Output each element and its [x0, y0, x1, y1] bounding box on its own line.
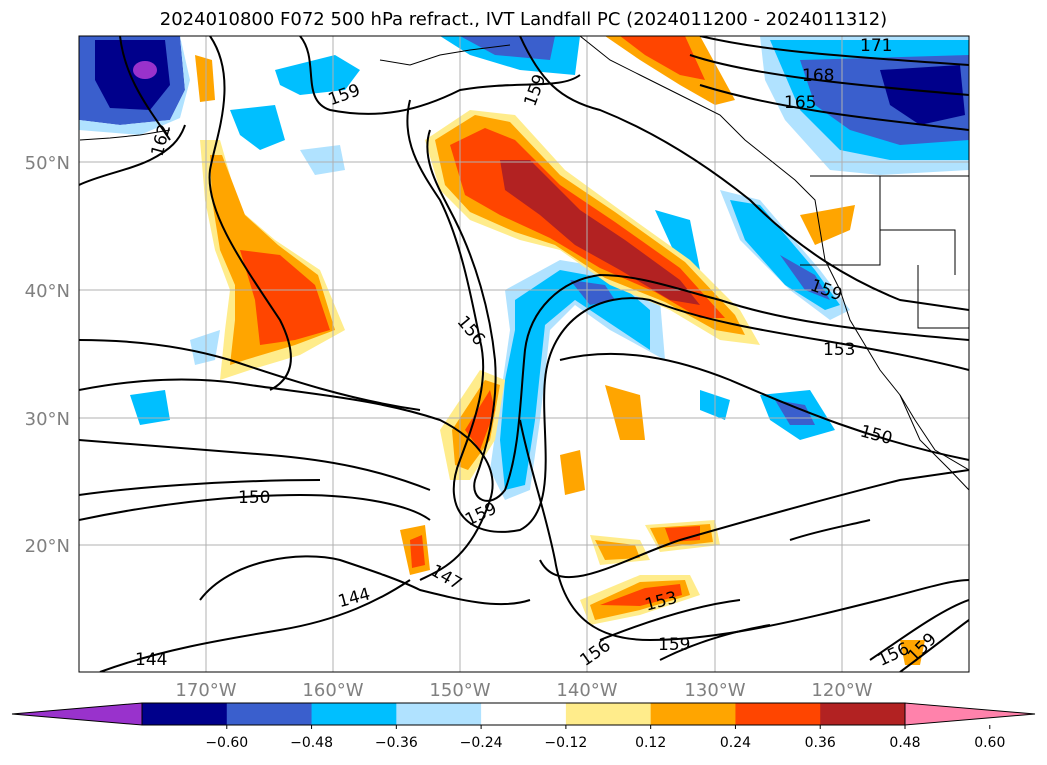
colorbar-outline	[141, 702, 906, 726]
colorbar-tick-label: 0.60	[974, 735, 1005, 751]
contour-label: 168	[802, 66, 834, 86]
contour-label: 159	[658, 635, 690, 655]
shading-darkblue	[95, 40, 170, 110]
shading-cyan	[655, 210, 700, 270]
colorbar-tick-label: 0.36	[805, 735, 836, 751]
colorbar-segment	[396, 703, 482, 725]
shading-red	[240, 250, 330, 345]
lon-tick-label: 120°W	[811, 680, 872, 701]
shading-cyan	[500, 270, 650, 490]
colorbar-extend-low	[11, 702, 143, 726]
shading-orange	[800, 205, 855, 245]
shading-blue	[460, 36, 555, 60]
colorbar-segment	[226, 703, 313, 725]
map-frame	[78, 35, 970, 673]
lat-tick-label: 20°N	[25, 536, 70, 557]
lon-tick-label: 160°W	[302, 680, 363, 701]
colorbar-segment	[311, 703, 397, 725]
colorbar-tick-label: −0.24	[460, 735, 503, 751]
lon-tick-label: 140°W	[556, 680, 617, 701]
shading-orange	[195, 55, 215, 102]
shading-cyan	[275, 55, 360, 95]
colorbar-tick-label: −0.60	[205, 735, 248, 751]
colorbar	[11, 702, 1036, 726]
shading-blue	[570, 280, 615, 305]
colorbar-segment	[820, 703, 906, 725]
shading-red	[620, 36, 705, 80]
lat-labels: 50°N 40°N 30°N 20°N	[25, 153, 70, 557]
shading-red	[665, 526, 700, 542]
lat-tick-label: 40°N	[25, 281, 70, 302]
shading-cyan	[230, 105, 285, 150]
shading-lightblue	[190, 330, 220, 365]
lon-labels: 170°W 160°W 150°W 140°W 130°W 120°W	[175, 680, 872, 701]
contour-label: 153	[823, 340, 855, 360]
lon-tick-label: 130°W	[684, 680, 745, 701]
shading-orange	[560, 450, 585, 495]
shading-lightblue	[79, 36, 190, 135]
lat-tick-label: 50°N	[25, 153, 70, 174]
contour-label: 171	[860, 36, 892, 56]
shading-red	[465, 390, 495, 450]
colorbar-segment	[565, 703, 652, 725]
colorbar-tick-label: 0.12	[635, 735, 666, 751]
shading-purple	[133, 61, 157, 79]
colorbar-segment	[650, 703, 736, 725]
lon-tick-label: 150°W	[429, 680, 490, 701]
shading-red	[600, 584, 682, 606]
shading-blue	[780, 255, 830, 300]
map-content: 171 168 165 162 159 159 159 159 156 153 …	[79, 36, 969, 672]
map-title: 2024010800 F072 500 hPa refract., IVT La…	[159, 9, 888, 30]
colorbar-tick-label: 0.24	[720, 735, 751, 751]
lon-tick-label: 170°W	[175, 680, 236, 701]
colorbar-segment	[142, 703, 228, 725]
contours	[79, 36, 969, 672]
coastlines	[79, 36, 969, 491]
colorbar-tick-label: −0.48	[290, 735, 333, 751]
shading-blue	[775, 400, 815, 425]
colorbar-tick-label: −0.36	[375, 735, 418, 751]
colorbar-tick-label: 0.48	[889, 735, 920, 751]
lat-tick-label: 30°N	[25, 409, 70, 430]
colorbar-segment	[735, 703, 821, 725]
shading-cyan	[130, 390, 170, 425]
shading-brick	[500, 160, 700, 305]
shading-orange	[605, 36, 735, 105]
colorbar-extend-high	[904, 702, 1036, 726]
contour-label: 144	[135, 650, 167, 670]
shading-lightblue	[300, 145, 345, 175]
shading-orange	[605, 385, 645, 440]
colorbar-segment	[481, 703, 567, 725]
colorbar-tick-label: −0.12	[544, 735, 587, 751]
shading-darkblue	[880, 65, 965, 125]
shading-red	[410, 535, 425, 568]
contour-label: 165	[784, 93, 816, 113]
colorbar-ticks: −0.60 −0.48 −0.36 −0.24 −0.12 0.12 0.24 0.36 0.4…	[205, 725, 1005, 751]
contour-label: 150	[238, 488, 270, 508]
